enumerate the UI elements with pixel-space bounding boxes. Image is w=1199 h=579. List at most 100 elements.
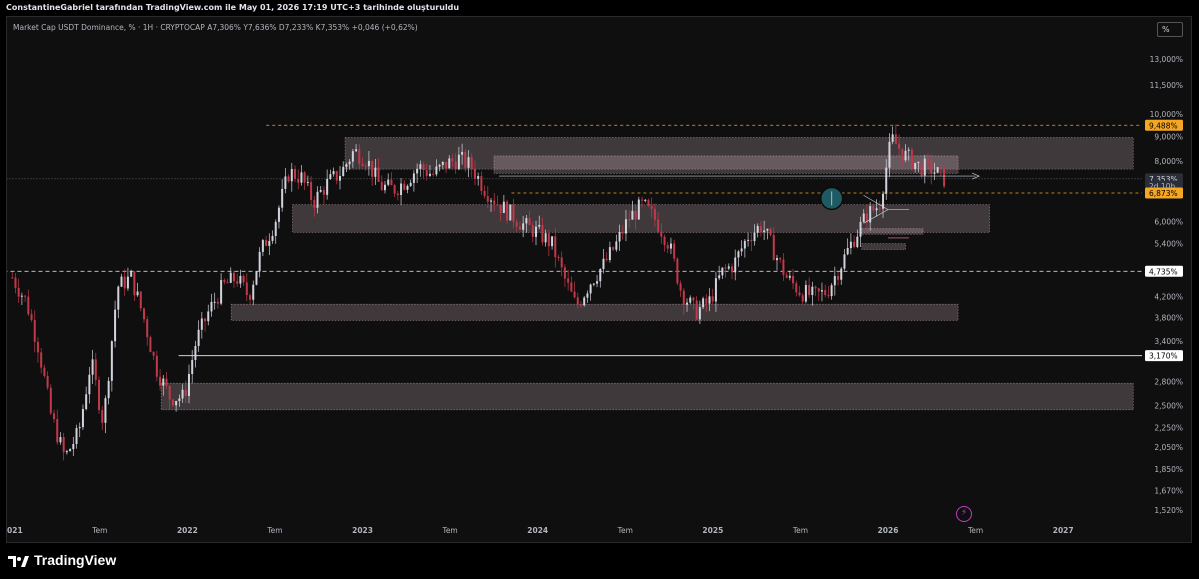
candle-body [939,167,942,169]
candle-body [917,161,920,163]
candle-body [62,437,65,453]
candle-body [551,236,554,247]
candle-body [242,275,245,283]
candle-body [785,275,788,278]
candle-body [849,241,852,248]
candle-body [737,251,740,258]
candle-body [570,282,573,292]
candle-body [769,228,772,236]
candle-body [759,226,762,233]
candle-body [194,346,197,360]
candle-body [506,201,509,221]
percent-scale-button[interactable]: % [1157,22,1183,37]
candle-body [364,165,367,167]
candle-body [168,385,171,400]
candle-body [361,163,364,166]
candle-body [795,283,798,293]
chart-panel[interactable]: 13,000% 11,500% 10,000% 9,000% 8,000% 6,000% 5… [6,16,1192,543]
y-tick-label: 10,000% [1150,110,1183,119]
candle-body [650,205,653,209]
candle-body [403,183,406,190]
candle-body [801,295,804,302]
candle-body [281,188,284,208]
candle-body [846,247,849,255]
candle-body [178,398,181,402]
legend-symbol: Market Cap USDT Dominance, % · 1H · CRYP… [13,23,205,32]
candle-body [943,168,946,187]
candle-body [605,258,608,261]
zone-rect [493,155,959,174]
candle-body [592,283,595,285]
candle-body [750,239,753,242]
candle-body [567,278,570,283]
candle-body [859,221,862,237]
zone-rect [344,137,1134,170]
x-tick-label: Tem [617,526,633,535]
bolt-icon[interactable]: ⚡ [956,506,972,522]
candle-body [120,276,123,287]
candle-body [772,235,775,261]
price-label: 3,170% [1149,352,1178,361]
y-tick-label: 1,850% [1154,465,1183,474]
candle-body [708,296,711,304]
candle-body [779,258,782,260]
price-label: 7,353% [1149,175,1178,184]
candle-body [75,428,78,445]
price-chart[interactable]: 13,000% 11,500% 10,000% 9,000% 8,000% 6,000% 5… [7,17,1191,542]
candle-body [496,204,499,206]
candle-body [698,307,701,320]
candle-body [17,287,20,297]
candle-body [541,224,544,243]
candle-body [525,218,528,224]
candle-body [358,149,361,164]
zone-layer [160,137,1134,411]
candle-body [393,185,396,194]
candle-body [875,208,878,211]
candle-body [409,182,412,186]
y-tick-label: 2,800% [1154,378,1183,387]
candle-body [824,290,827,296]
candle-body [142,308,145,320]
candle-body [162,378,165,386]
candle-body [98,379,101,411]
candle-body [702,298,705,308]
y-tick-label: 8,000% [1154,157,1183,166]
chart-legend: Market Cap USDT Dominance, % · 1H · CRYP… [13,23,418,32]
candle-body [490,200,493,202]
candle-body [284,176,287,189]
candle-body [528,218,531,226]
candle-body [718,275,721,279]
candle-body [756,226,759,233]
candle-body [618,232,621,242]
candle-body [817,288,820,292]
candle-body [319,190,322,192]
tradingview-logo[interactable]: TradingView [8,552,116,568]
level-layer [7,124,1142,357]
candle-body [518,226,521,230]
candle-body [101,410,104,423]
candle-body [647,199,650,206]
candle-body [88,374,91,395]
candle-body [878,208,881,210]
candle-body [85,394,88,410]
candle-body [727,266,730,269]
candle-body [261,240,264,252]
candle-body [133,271,136,296]
candle-body [117,286,120,310]
candle-body [351,151,354,162]
candle-body [663,236,666,246]
candle-body [910,149,913,169]
candle-body [509,204,512,221]
candle-body [843,254,846,269]
x-tick-label: 2025 [702,526,723,535]
candle-body [808,284,811,296]
candle-body [114,309,117,342]
candle-body [608,247,611,261]
candle-body [930,160,933,174]
candle-body [123,276,126,289]
candle-body [104,398,107,423]
candle-body [798,292,801,296]
candle-body [673,243,676,259]
candle-body [139,291,142,309]
candle-body [191,359,194,374]
